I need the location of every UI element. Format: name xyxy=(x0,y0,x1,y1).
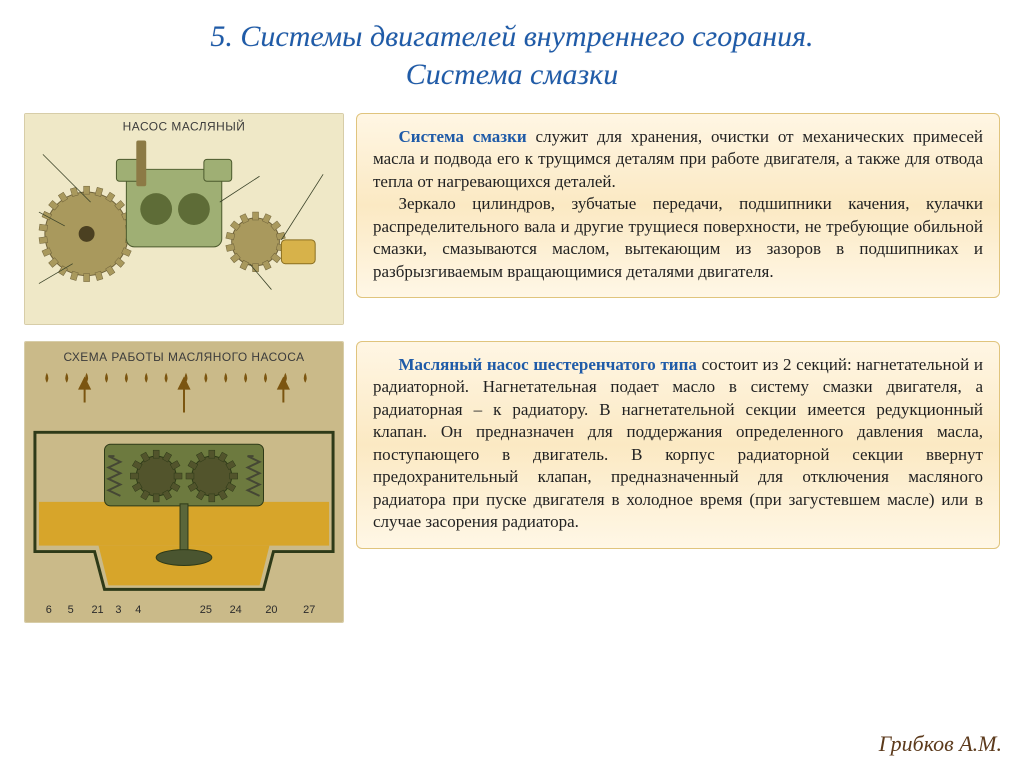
panel-2: Масляный насос шестеренчатого типа состо… xyxy=(356,341,1000,549)
title-line-2: Система смазки xyxy=(406,58,618,91)
oil-pump-svg: НАСОС МАСЛЯНЫЙ xyxy=(25,114,343,324)
pump-schematic-svg: СХЕМА РАБОТЫ МАСЛЯНОГО НАСОСА xyxy=(25,342,343,622)
diagram-1-column: НАСОС МАСЛЯНЫЙ xyxy=(24,113,344,325)
panel-2-rest: состоит из 2 секций: нагнетательной и ра… xyxy=(373,355,983,531)
diagram-2-column: СХЕМА РАБОТЫ МАСЛЯНОГО НАСОСА xyxy=(24,341,344,623)
svg-text:27: 27 xyxy=(303,604,315,616)
panel-2-lead: Масляный насос шестеренчатого типа xyxy=(399,355,697,374)
svg-text:3: 3 xyxy=(115,604,121,616)
svg-text:6: 6 xyxy=(46,604,52,616)
panel-2-column: Масляный насос шестеренчатого типа состо… xyxy=(356,341,1000,623)
panel-1-column: Система смазки служит для хранения, очис… xyxy=(356,113,1000,325)
panel-2-para: Масляный насос шестеренчатого типа состо… xyxy=(373,354,983,534)
pump-schematic-diagram: СХЕМА РАБОТЫ МАСЛЯНОГО НАСОСА xyxy=(24,341,344,623)
author: Грибков А.М. xyxy=(879,731,1002,757)
svg-text:5: 5 xyxy=(68,604,74,616)
diagram-2-header: СХЕМА РАБОТЫ МАСЛЯНОГО НАСОСА xyxy=(63,350,304,364)
diagram-1-header: НАСОС МАСЛЯНЫЙ xyxy=(123,119,246,134)
row-2: СХЕМА РАБОТЫ МАСЛЯНОГО НАСОСА xyxy=(0,335,1024,633)
slide-title: 5. Системы двигателей внутреннего сгоран… xyxy=(0,0,1024,107)
row-1: НАСОС МАСЛЯНЫЙ xyxy=(0,107,1024,335)
panel-1: Система смазки служит для хранения, очис… xyxy=(356,113,1000,298)
oil-pump-diagram: НАСОС МАСЛЯНЫЙ xyxy=(24,113,344,325)
panel-1-para-2: Зеркало цилиндров, зубчатые передачи, по… xyxy=(373,193,983,283)
panel-1-lead: Система смазки xyxy=(399,127,527,146)
svg-text:21: 21 xyxy=(91,604,103,616)
svg-text:20: 20 xyxy=(265,604,277,616)
svg-text:4: 4 xyxy=(135,604,141,616)
svg-text:24: 24 xyxy=(230,604,242,616)
svg-text:25: 25 xyxy=(200,604,212,616)
title-line-1: 5. Системы двигателей внутреннего сгоран… xyxy=(210,20,813,53)
panel-1-para-1: Система смазки служит для хранения, очис… xyxy=(373,126,983,193)
